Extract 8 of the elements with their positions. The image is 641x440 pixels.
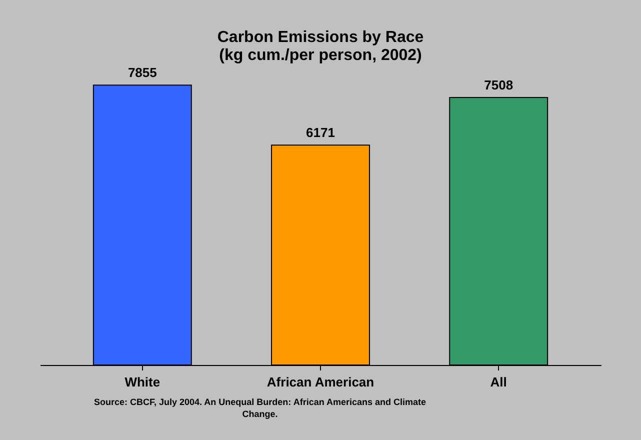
x-tick-label: White — [124, 374, 160, 390]
chart-title: Carbon Emissions by Race (kg cum./per person, 2002) — [217, 29, 424, 64]
data-label: 7508 — [484, 78, 514, 93]
data-label: 7855 — [128, 65, 157, 80]
data-label: 6171 — [306, 125, 335, 140]
x-tick-label: African American — [266, 374, 374, 390]
x-tick-label: All — [490, 374, 507, 390]
source-note: Source: CBCF, July 2004. An Unequal Burden: African Americans and Climate Change. — [94, 397, 426, 419]
